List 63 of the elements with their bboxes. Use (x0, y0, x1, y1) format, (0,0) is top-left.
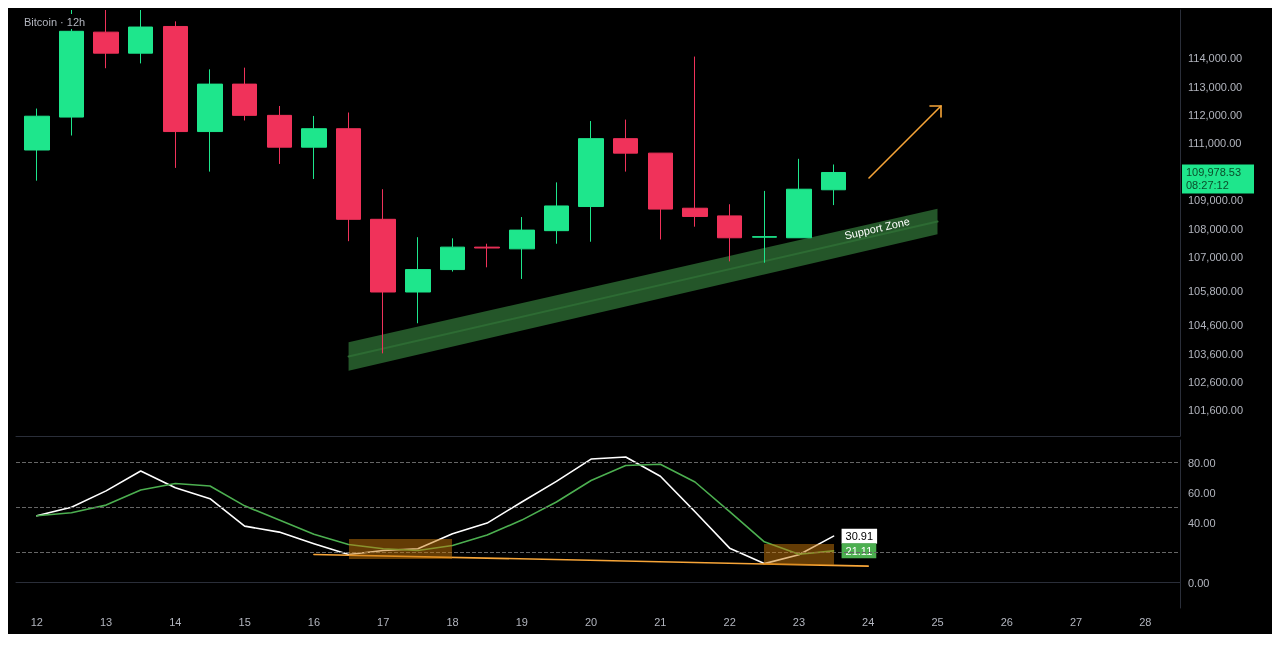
candlestick (267, 105, 292, 165)
candlestick (613, 119, 638, 173)
candlestick (232, 67, 257, 121)
candlestick (59, 9, 84, 137)
data-label: 30.91 (845, 530, 874, 543)
x-tick-label: 13 (99, 615, 113, 628)
x-tick-label: 24 (862, 615, 875, 628)
y-tick-label: 80.00 (1188, 456, 1216, 469)
y-tick-label: 102,600.00 (1188, 376, 1244, 389)
y-tick-label: 104,600.00 (1188, 319, 1244, 332)
candlestick (786, 158, 812, 239)
x-tick-label: 14 (169, 615, 182, 628)
x-tick-label: 18 (446, 615, 459, 628)
candlestick (301, 115, 327, 180)
y-tick-label: 60.00 (1188, 486, 1216, 499)
y-tick-label: 113,000.00 (1188, 80, 1243, 93)
x-tick-label: 25 (931, 615, 944, 628)
y-tick-label: 111,000.00 (1188, 137, 1242, 150)
y-tick-label: 109,000.00 (1188, 194, 1244, 207)
candlestick (440, 237, 465, 273)
x-tick-label: 23 (792, 615, 806, 628)
x-tick-label: 12 (30, 615, 43, 628)
text: 109,978.53 (1186, 165, 1242, 178)
text: Bitcoin · 12h (24, 15, 86, 28)
candlestick (717, 203, 742, 262)
candlestick (163, 20, 188, 169)
candlestick (509, 216, 535, 280)
y-tick-label: 108,000.00 (1188, 222, 1244, 235)
x-tick-label: 26 (1000, 615, 1013, 628)
data-label: 21.11 (845, 544, 873, 557)
candlestick (648, 152, 673, 240)
x-tick-label: 28 (1139, 615, 1152, 628)
x-tick-label: 20 (584, 615, 598, 628)
y-tick-label: 114,000.00 (1188, 52, 1243, 65)
x-tick-label: 22 (723, 615, 736, 628)
candlestick (752, 190, 777, 264)
text: Support Zone (843, 214, 911, 242)
y-tick-label: 112,000.00 (1188, 109, 1243, 122)
text: 08:27:12 (1186, 178, 1229, 191)
candlestick (128, 9, 153, 64)
x-tick-label: 15 (238, 615, 251, 628)
candlestick (336, 112, 361, 242)
y-tick-label: 105,800.00 (1188, 285, 1244, 298)
candlestick (578, 120, 604, 243)
y-tick-label: 103,600.00 (1188, 347, 1244, 360)
candlestick (370, 188, 396, 354)
x-tick-label: 27 (1069, 615, 1083, 628)
y-tick-label: 101,600.00 (1188, 404, 1244, 417)
candlestick (197, 68, 223, 173)
x-tick-label: 16 (307, 615, 321, 628)
candlestick (24, 108, 50, 182)
y-tick-label: 0.00 (1188, 576, 1210, 589)
candlestick (682, 56, 708, 228)
candlestick (405, 236, 431, 324)
candlestick (474, 243, 500, 268)
candlestick (821, 164, 846, 206)
y-tick-label: 40.00 (1188, 516, 1216, 529)
x-tick-label: 17 (377, 615, 390, 628)
x-tick-label: 19 (515, 615, 528, 628)
y-tick-label: 107,000.00 (1188, 251, 1244, 264)
x-tick-label: 21 (654, 615, 667, 628)
candlestick (93, 9, 119, 69)
candlestick (544, 181, 569, 245)
